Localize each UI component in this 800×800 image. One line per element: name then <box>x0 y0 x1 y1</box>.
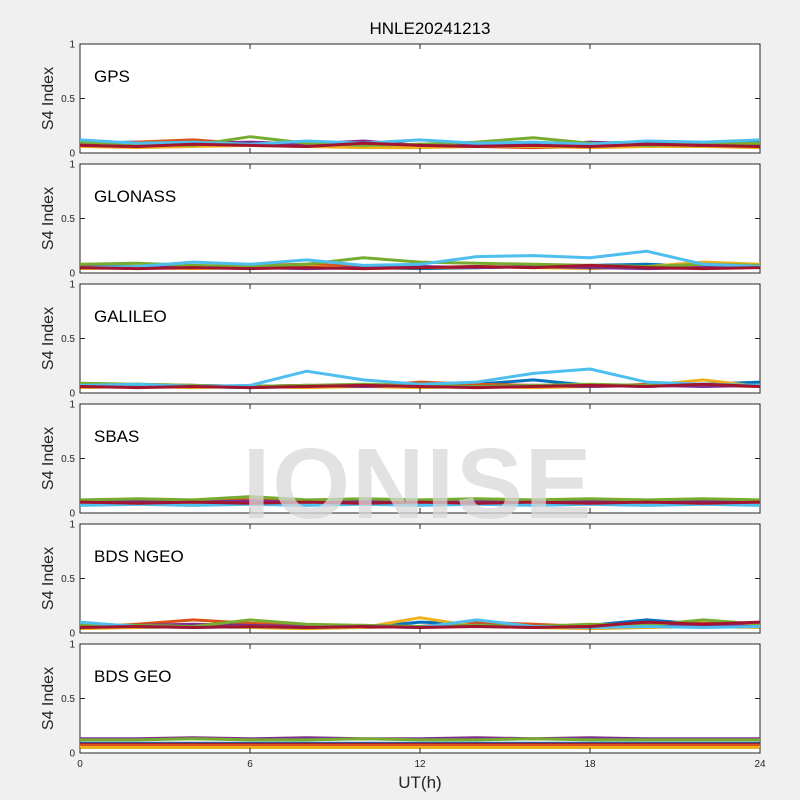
y-axis-label: S4 Index <box>40 667 57 730</box>
series-line-6 <box>80 249 760 270</box>
figure-title: HNLE20241213 <box>370 19 491 38</box>
x-tick-label: 6 <box>247 759 253 770</box>
panel-gps: 0 0.5 1 S4 Index GPS <box>40 40 761 160</box>
panels: 0 0.5 1 S4 Index GPS 0 0.5 1 S4 Index GLONASS 0 0.5… <box>40 40 766 771</box>
x-tick-label: 24 <box>754 759 766 770</box>
series-line-7 <box>80 141 760 148</box>
axes-box <box>79 403 761 514</box>
y-tick-label: 0 <box>69 629 75 640</box>
axes-box <box>79 283 761 394</box>
series-group <box>80 135 760 150</box>
y-tick-label: 0.5 <box>61 694 75 705</box>
y-axis-label: S4 Index <box>40 547 57 610</box>
y-tick-label: 0.5 <box>61 334 75 345</box>
y-tick-label: 0 <box>69 389 75 400</box>
series-line-6 <box>80 138 760 146</box>
panel-label: GALILEO <box>94 307 167 326</box>
y-axis-label: S4 Index <box>40 187 57 250</box>
axes-box <box>79 643 761 754</box>
panel-glonass: 0 0.5 1 S4 Index GLONASS <box>40 160 761 280</box>
panel-bds-ngeo: 0 0.5 1 S4 Index BDS NGEO <box>40 520 761 640</box>
y-tick-label: 0 <box>69 149 75 160</box>
panel-label: GLONASS <box>94 187 176 206</box>
series-group <box>80 616 760 631</box>
y-tick-label: 0 <box>69 269 75 280</box>
series-line-7 <box>80 500 760 505</box>
x-tick-label: 18 <box>584 759 596 770</box>
y-tick-label: 0.5 <box>61 94 75 105</box>
series-line-7 <box>80 382 760 390</box>
axes-box <box>79 43 761 154</box>
series-group <box>80 249 760 271</box>
x-tick-label: 0 <box>77 759 83 770</box>
y-tick-label: 0.5 <box>61 214 75 225</box>
series-line-7 <box>80 620 760 629</box>
series-group <box>80 495 760 507</box>
series-group <box>80 736 760 749</box>
panel-galileo: 0 0.5 1 S4 Index GALILEO <box>40 280 761 400</box>
y-axis-label: S4 Index <box>40 427 57 490</box>
y-tick-label: 0.5 <box>61 454 75 465</box>
series-line-7 <box>80 263 760 271</box>
series-line-5 <box>80 495 760 502</box>
series-group <box>80 367 760 390</box>
series-line-2 <box>80 737 760 742</box>
y-tick-label: 1 <box>69 40 75 51</box>
x-axis-label: UT(h) <box>398 773 441 792</box>
y-axis-label: S4 Index <box>40 307 57 370</box>
y-tick-label: 1 <box>69 160 75 171</box>
y-tick-label: 1 <box>69 280 75 291</box>
y-tick-label: 0 <box>69 749 75 760</box>
x-tick-label: 12 <box>414 759 426 770</box>
panel-label: BDS GEO <box>94 667 171 686</box>
panel-label: SBAS <box>94 427 139 446</box>
series-line-6 <box>80 502 760 507</box>
y-tick-label: 1 <box>69 520 75 531</box>
axes-box <box>79 163 761 274</box>
y-tick-label: 0 <box>69 509 75 520</box>
watermark: IONISE <box>243 428 594 540</box>
panel-label: BDS NGEO <box>94 547 184 566</box>
panel-bds-geo: 0 0.5 1 0 6 12 18 24 S4 Index BDS GEO <box>40 640 766 771</box>
y-tick-label: 1 <box>69 640 75 651</box>
y-tick-label: 0.5 <box>61 574 75 585</box>
panel-label: GPS <box>94 67 130 86</box>
y-tick-label: 1 <box>69 400 75 411</box>
axes-box <box>79 523 761 634</box>
y-axis-label: S4 Index <box>40 67 57 130</box>
panel-sbas: 0 0.5 1 S4 Index SBAS <box>40 400 761 520</box>
